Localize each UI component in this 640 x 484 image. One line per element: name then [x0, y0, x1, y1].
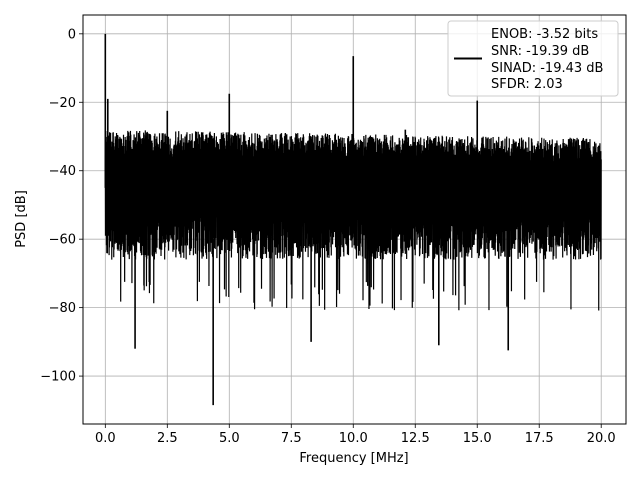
axis-layer: 0.0 2.5 5.0 7.5 10.0 12.5 15.0 17.5 20.0 0 −20 −40 −…	[40, 27, 615, 446]
y-tick-label: −80	[49, 301, 76, 316]
x-tick-label: 17.5	[525, 431, 554, 446]
legend-box	[447, 20, 619, 97]
y-tick-label: −20	[49, 96, 76, 111]
plot-frame	[82, 14, 627, 425]
legend: ENOB: -3.52 bits SNR: -19.39 dB SINAD: -…	[447, 20, 619, 97]
y-axis-label: PSD [dB]	[14, 190, 29, 248]
legend-entry-enob: ENOB: -3.52 bits	[491, 27, 598, 42]
y-tick-label: 0	[68, 27, 76, 42]
plot-layer	[104, 33, 602, 406]
x-tick-label: 10.0	[339, 431, 368, 446]
legend-entry-sinad: SINAD: -19.43 dB	[491, 61, 603, 76]
x-tick-label: 7.5	[281, 431, 302, 446]
legend-entry-sfdr: SFDR: 2.03	[491, 77, 563, 92]
y-tick-label: −60	[49, 233, 76, 248]
x-tick-label: 2.5	[157, 431, 178, 446]
x-tick-label: 15.0	[463, 431, 492, 446]
x-tick-label: 20.0	[587, 431, 616, 446]
x-tick-label: 0.0	[95, 431, 116, 446]
x-axis-label: Frequency [MHz]	[299, 451, 408, 466]
x-tick-label: 12.5	[401, 431, 430, 446]
y-tick-label: −40	[49, 164, 76, 179]
legend-entry-snr: SNR: -19.39 dB	[491, 44, 589, 59]
x-tick-label: 5.0	[219, 431, 240, 446]
y-tick-label: −100	[40, 370, 76, 385]
